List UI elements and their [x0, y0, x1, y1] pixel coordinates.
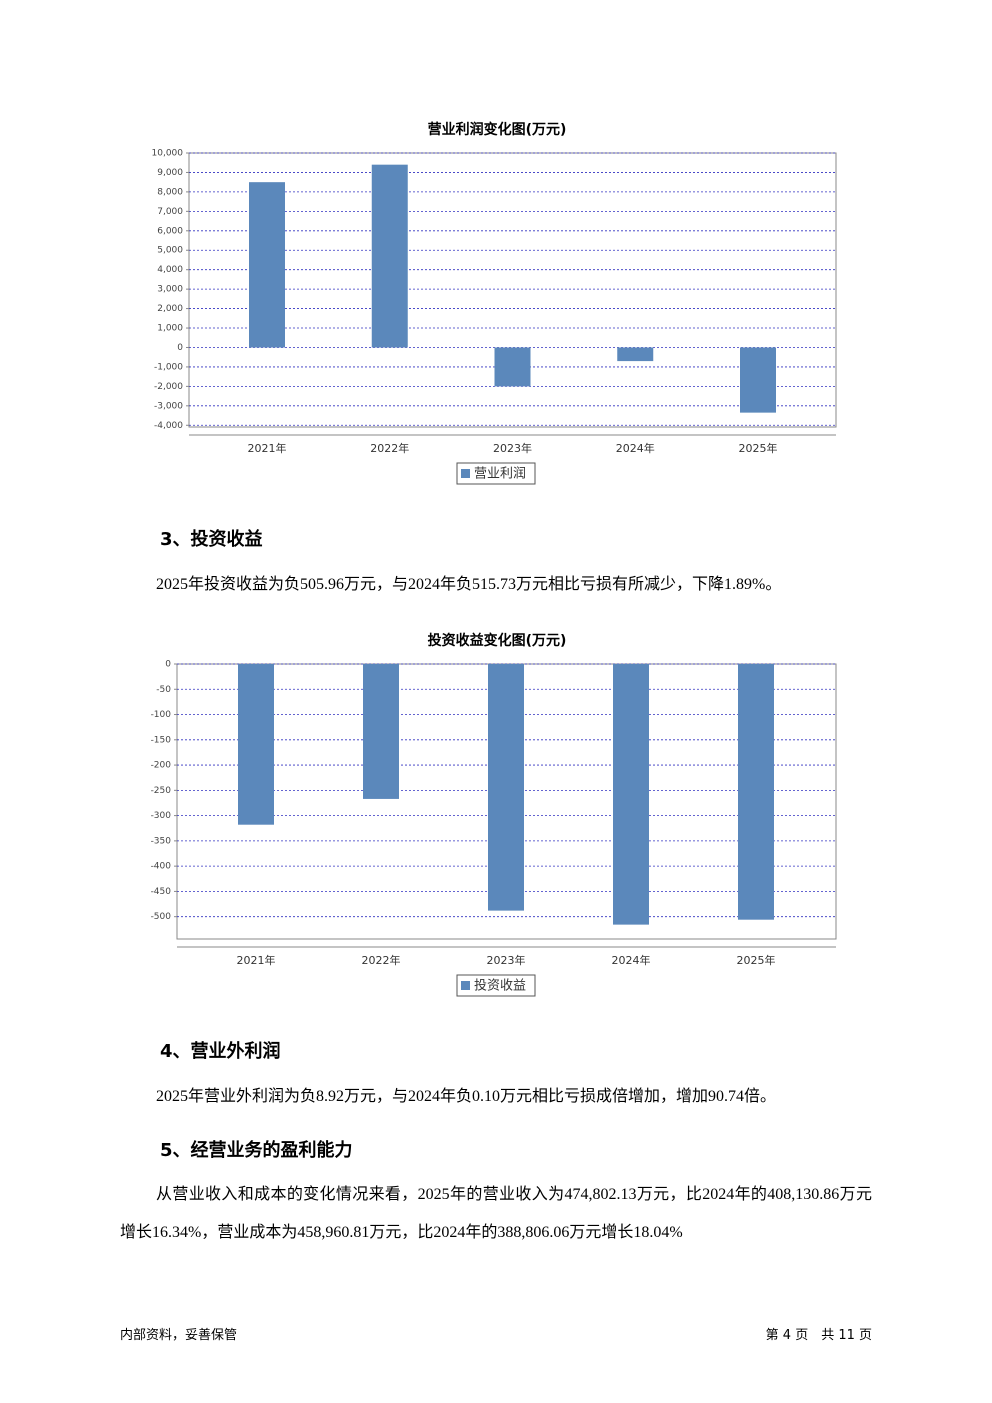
section-heading: 4、营业外利润 [160, 1041, 281, 1062]
x-tick-label: 2023年 [493, 441, 532, 455]
y-tick-label: -100 [151, 710, 172, 720]
y-tick-label: 0 [177, 343, 183, 353]
y-tick-label: -1,000 [154, 362, 183, 372]
x-tick-label: 2022年 [370, 441, 409, 455]
bar [494, 347, 531, 387]
bar [488, 664, 524, 911]
bar [617, 347, 654, 362]
y-tick-label: 10,000 [152, 149, 184, 159]
plot-frame [188, 152, 837, 428]
y-tick-label: -350 [151, 836, 172, 846]
chart-title: 投资收益变化图(万元) [428, 632, 567, 649]
y-tick-label: -500 [151, 912, 172, 922]
y-tick-label: 5,000 [157, 246, 183, 256]
chart-title: 营业利润变化图(万元) [428, 121, 567, 138]
x-tick-label: 2021年 [237, 953, 276, 967]
y-tick-label: 9,000 [157, 168, 183, 178]
y-tick-label: -150 [151, 735, 172, 745]
y-tick-label: -50 [156, 685, 171, 695]
paragraph: 从营业收入和成本的变化情况来看，2025年的营业收入为474,802.13万元，… [120, 1186, 872, 1241]
y-tick-label: -300 [151, 811, 172, 821]
y-tick-label: -400 [151, 862, 172, 872]
y-tick-label: -450 [151, 887, 172, 897]
y-tick-label: -200 [151, 761, 172, 771]
x-tick-label: 2025年 [739, 441, 778, 455]
y-tick-label: 2,000 [157, 304, 183, 314]
y-tick-label: 1,000 [157, 324, 183, 334]
paragraph: 2025年投资收益为负505.96万元，与2024年负515.73万元相比亏损有… [156, 576, 782, 593]
y-tick-label: -2,000 [154, 382, 183, 392]
legend-box [456, 974, 536, 997]
x-tick-label: 2024年 [612, 953, 651, 967]
paragraph: 2025年营业外利润为负8.92万元，与2024年负0.10万元相比亏损成倍增加… [156, 1088, 777, 1105]
y-tick-label: 7,000 [157, 207, 183, 217]
bar [738, 664, 774, 920]
y-tick-label: -3,000 [154, 401, 183, 411]
bar [249, 182, 285, 348]
y-tick-label: 4,000 [157, 265, 183, 275]
bar [371, 164, 408, 348]
y-tick-label: 8,000 [157, 187, 183, 197]
footer-left: 内部资料，妥善保管 [120, 1328, 238, 1343]
bar [363, 664, 399, 799]
bar [238, 664, 274, 825]
y-tick-label: -250 [151, 786, 172, 796]
footer-right: 第 4 页 共 11 页 [765, 1328, 872, 1343]
y-tick-label: -4,000 [154, 421, 183, 431]
x-tick-label: 2023年 [487, 953, 526, 967]
legend-label: 投资收益 [474, 978, 526, 994]
x-tick-label: 2021年 [248, 441, 287, 455]
legend-label: 营业利润 [474, 467, 526, 482]
y-tick-label: 3,000 [157, 285, 183, 295]
x-tick-label: 2022年 [362, 953, 401, 967]
y-tick-label: 6,000 [157, 226, 183, 236]
section-heading: 3、投资收益 [160, 529, 263, 550]
legend-swatch [461, 981, 470, 990]
y-tick-label: 0 [165, 660, 171, 670]
section-heading: 5、经营业务的盈利能力 [160, 1140, 353, 1161]
x-tick-label: 2025年 [737, 953, 776, 967]
x-tick-label: 2024年 [616, 441, 655, 455]
legend-box [456, 462, 536, 485]
bar [613, 664, 649, 925]
bar [740, 347, 776, 413]
legend-swatch [461, 469, 470, 478]
